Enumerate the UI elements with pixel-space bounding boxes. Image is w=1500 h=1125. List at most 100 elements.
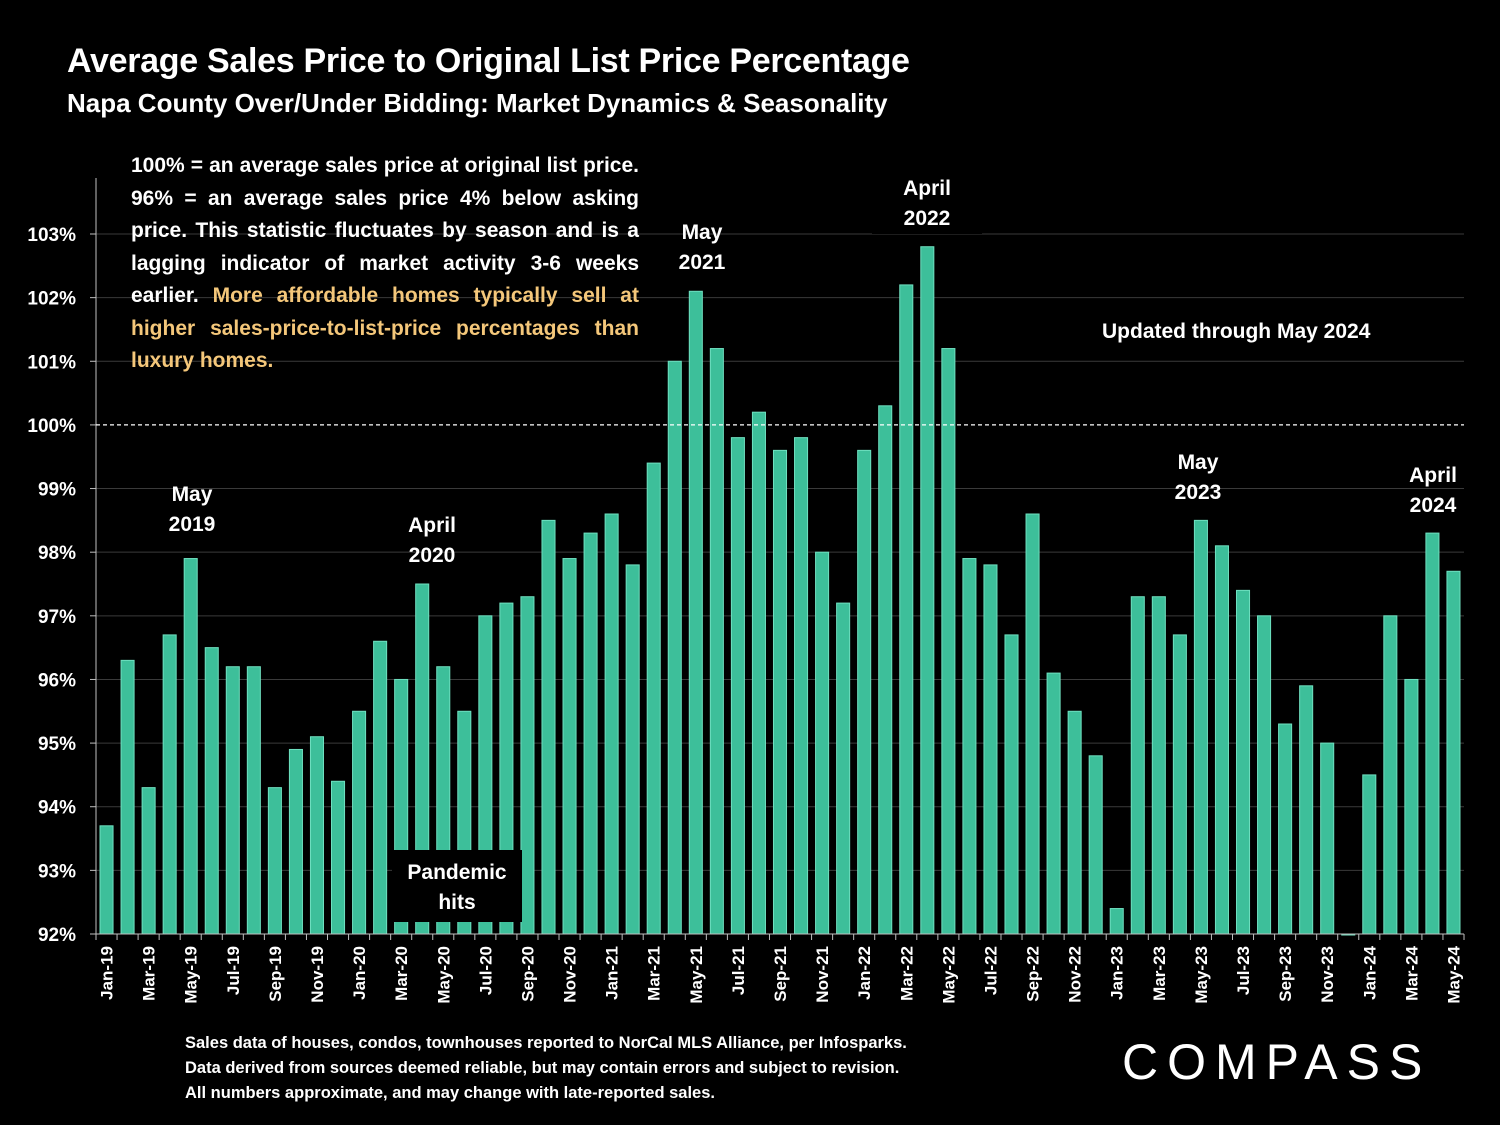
bar [920,246,935,935]
x-tick-label: Sep-19 [266,946,285,1002]
annotation-month: April [1409,464,1457,487]
bar [646,462,661,935]
bar [1088,755,1103,935]
pandemic-callout: Pandemic hits [392,850,522,922]
x-tick-label: Nov-23 [1318,946,1337,1003]
x-tick-label: Jul-22 [981,946,1000,995]
bar [288,748,303,935]
bar [1446,570,1461,935]
annotation-year: 2024 [1409,494,1457,517]
x-tick-label: Nov-20 [561,946,580,1003]
bar [583,532,598,935]
description-highlight: More affordable homes typically sell at … [131,284,639,372]
bar [688,290,703,935]
x-tick-label: Jul-23 [1234,946,1253,995]
x-tick-label: May-19 [182,946,201,1004]
annotation-may-2021: May 2021 [667,218,737,278]
bar [1362,774,1377,935]
description-plain: 100% = an average sales price at origina… [131,154,639,307]
bar [604,513,619,935]
bar [751,411,766,935]
y-tick-label: 102% [27,289,76,310]
bar [794,437,809,935]
bar [373,640,388,935]
x-tick-label: Sep-22 [1024,946,1043,1002]
footer-source: Sales data of houses, condos, townhouses… [185,1031,907,1106]
bar [225,666,240,935]
updated-note: Updated through May 2024 [1102,320,1371,343]
y-tick-label: 96% [38,670,76,691]
x-tick-label: May-20 [434,946,453,1004]
x-tick-label: Jan-21 [603,946,622,1000]
x-tick-label: Jul-19 [224,946,243,995]
bar [1425,532,1440,935]
bar [204,647,219,935]
x-tick-label: Nov-22 [1066,946,1085,1003]
x-tick-label: Mar-20 [392,946,411,1001]
bar [983,564,998,935]
bar [1046,672,1061,935]
bar [1193,519,1208,935]
bar [1383,615,1398,935]
bar [541,519,556,935]
x-tick-label: Jan-19 [98,946,117,1000]
annotation-may-2019: May 2019 [157,480,227,540]
x-tick-label: Jul-21 [729,946,748,995]
bar [730,437,745,935]
y-tick-label: 103% [27,225,76,246]
bar [1214,545,1229,935]
bar [141,787,156,935]
bar [625,564,640,935]
y-tick-label: 92% [38,925,76,946]
bar [183,558,198,935]
x-tick-label: Jan-20 [350,946,369,1000]
annotation-year: 2019 [168,513,216,536]
annotation-april-2020: April 2020 [392,511,472,571]
footer-line-1: Sales data of houses, condos, townhouses… [185,1034,907,1052]
y-tick-label: 93% [38,861,76,882]
x-tick-label: May-21 [687,946,706,1004]
bar [1404,678,1419,935]
pandemic-line-1: Pandemic [407,861,507,884]
annotation-may-2023: May 2023 [1163,448,1233,508]
compass-logo: COMPASS [1122,1034,1432,1090]
annotation-month: April [903,177,951,200]
x-tick-label: Sep-21 [771,946,790,1002]
bar [1109,908,1124,935]
description-text: 100% = an average sales price at origina… [131,150,639,378]
bar [562,558,577,935]
x-tick-label: Jan-23 [1108,946,1127,1000]
bar [667,360,682,935]
chart-title: Average Sales Price to Original List Pri… [67,42,910,80]
annotation-month: May [171,483,213,506]
bar [772,449,788,935]
annotation-year: 2022 [903,207,951,230]
annotation-year: 2020 [408,544,456,567]
bar [120,659,135,935]
annotation-year: 2021 [678,251,726,274]
x-tick-label: Mar-22 [897,946,916,1001]
bar [899,284,914,935]
x-tick-label: May-24 [1444,945,1463,1003]
bar [1067,710,1082,935]
y-tick-label: 97% [38,607,76,628]
bar [1278,723,1293,935]
x-tick-label: Mar-23 [1150,946,1169,1001]
x-tick-label: Sep-20 [518,946,537,1002]
x-tick-label: Sep-23 [1276,946,1295,1002]
bar [1172,634,1187,935]
pandemic-line-2: hits [438,891,476,914]
bar [267,787,282,935]
y-tick-label: 99% [38,480,76,501]
bar [246,666,261,935]
x-tick-label: Nov-21 [813,946,832,1003]
bar [352,710,367,935]
annotation-april-2022: April 2022 [872,174,982,234]
bar [836,602,851,935]
bar [520,596,535,935]
x-tick-label: May-23 [1192,946,1211,1004]
x-tick-label: Jan-24 [1360,945,1379,999]
annotation-month: April [408,514,456,537]
y-tick-label: 94% [38,798,76,819]
